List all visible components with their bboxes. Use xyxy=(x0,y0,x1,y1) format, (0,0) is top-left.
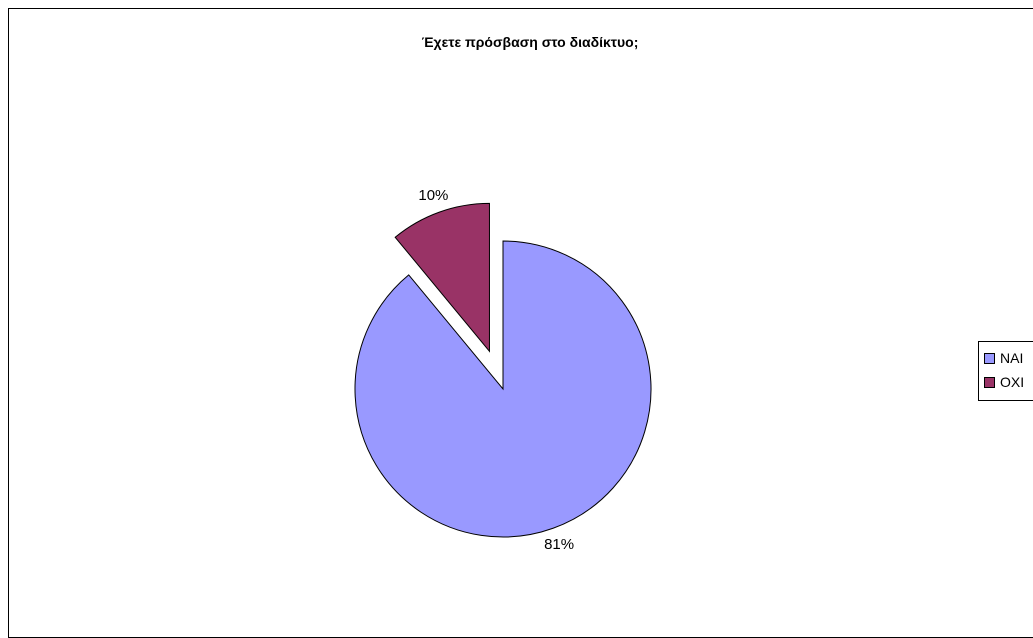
pie-slice-1 xyxy=(354,240,652,538)
pie-slice-label-2: 10% xyxy=(418,186,449,204)
chart-title: Έχετε πρόσβαση στο διαδίκτυο; xyxy=(421,34,639,50)
legend-swatch-oxi xyxy=(984,376,995,388)
legend-label-nai: ΝΑΙ xyxy=(1000,350,1024,366)
pie-slice-label-1: 81% xyxy=(544,536,575,554)
legend-item-nai: ΝΑΙ xyxy=(984,346,1033,370)
legend-item-oxi: ΟΧΙ xyxy=(984,370,1033,394)
legend-label-oxi: ΟΧΙ xyxy=(1000,374,1025,390)
pie-slice-2 xyxy=(394,202,490,353)
legend: ΝΑΙ ΟΧΙ xyxy=(978,341,1033,401)
legend-swatch-nai xyxy=(984,352,995,364)
